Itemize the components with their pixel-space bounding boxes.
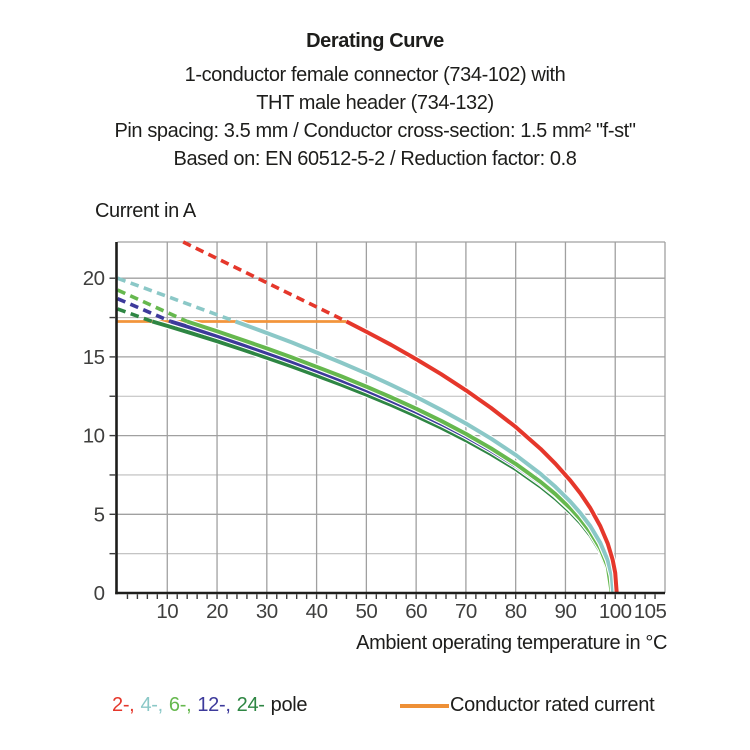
- subtitle-line-4: Based on: EN 60512-5-2 / Reduction facto…: [173, 148, 577, 170]
- legend-pole-suffix: pole: [270, 694, 308, 716]
- title-block: Derating Curve 1-conductor female connec…: [0, 27, 750, 173]
- legend-pole-label: 4-,: [140, 694, 163, 716]
- tick-label: 70: [455, 600, 477, 623]
- legend-pole-label: 6-,: [168, 694, 192, 716]
- tick-label: 100: [599, 600, 632, 623]
- tick-label: 20: [83, 267, 105, 290]
- tick-label: 105: [634, 600, 667, 623]
- subtitle-line-2: THT male header (734-132): [256, 92, 494, 114]
- curve-6-pole: [116, 288, 615, 594]
- curve-2-pole: [182, 240, 620, 594]
- curves: [116, 240, 620, 594]
- gridlines: [117, 241, 666, 593]
- tick-label: 0: [94, 582, 105, 605]
- legend-poles: 2-, 4-, 6-, 12-, 24- pole: [112, 694, 308, 717]
- rated-current-line-swatch: [400, 703, 449, 708]
- tick-label: 80: [505, 600, 527, 623]
- tick-label: 60: [405, 600, 427, 623]
- tick-label: 15: [83, 346, 105, 369]
- tick-label: 50: [355, 600, 377, 623]
- tick-label: 20: [206, 600, 228, 623]
- tick-label: 90: [555, 600, 577, 623]
- legend-rated: Conductor rated current: [400, 694, 655, 717]
- legend-pole-label: 24-: [236, 694, 265, 716]
- curve-24-pole: [116, 307, 615, 594]
- tick-label: 10: [156, 600, 178, 623]
- subtitle-line-1: 1-conductor female connector (734-102) w…: [184, 64, 566, 86]
- legend-rated-label: Conductor rated current: [450, 694, 655, 716]
- x-axis-title: Ambient operating temperature in °C: [356, 632, 667, 654]
- ticks: [109, 277, 656, 599]
- page-title: Derating Curve: [306, 30, 444, 52]
- legend-pole-label: 2-,: [112, 694, 135, 716]
- tick-label: 5: [94, 503, 105, 526]
- tick-label: 10: [83, 425, 105, 448]
- subtitle-line-3: Pin spacing: 3.5 mm / Conductor cross-se…: [114, 120, 636, 142]
- tick-label: 40: [306, 600, 328, 623]
- y-axis-title: Current in A: [95, 200, 196, 222]
- legend-pole-label: 12-,: [197, 694, 231, 716]
- axes: [115, 242, 665, 595]
- curve-4-pole: [116, 276, 617, 594]
- tick-label: 30: [256, 600, 278, 623]
- tick-labels: 0 5 10 15 20 10 20 30 40 50 60 70 80 90 100 105: [83, 267, 667, 623]
